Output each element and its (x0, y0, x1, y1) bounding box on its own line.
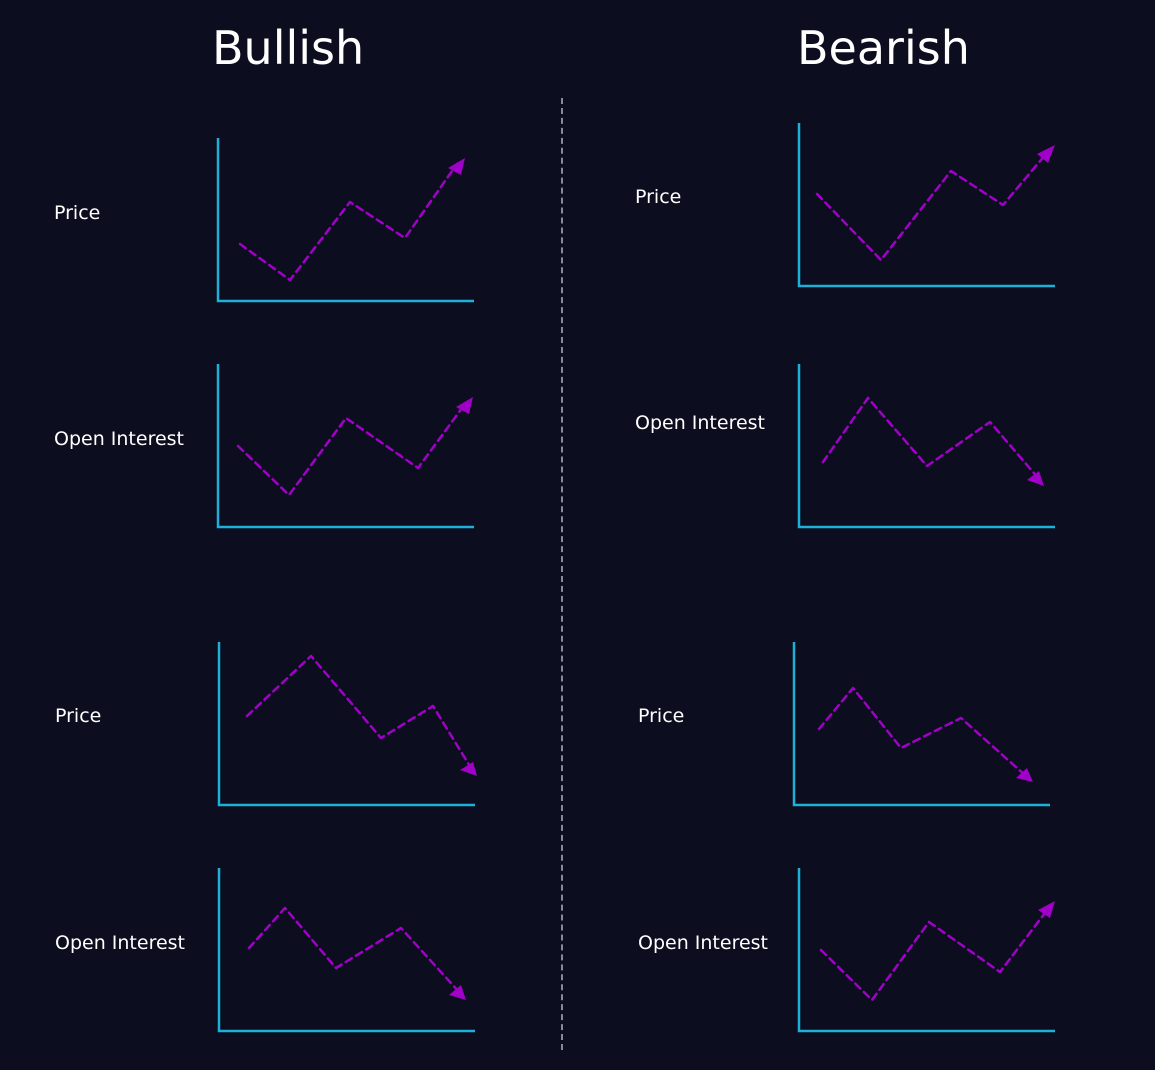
bullish-price-up-label: Price (54, 202, 101, 224)
trend-line (236, 402, 467, 497)
chart-axes (797, 868, 1055, 1033)
bearish-price-down-chart (792, 642, 1050, 807)
bullish-oi-up-label: Open Interest (54, 428, 185, 450)
trend-line (815, 152, 1048, 262)
arrow-head-icon (1016, 768, 1033, 782)
bearish-price-up-label: Price (635, 186, 682, 208)
trend-line (247, 906, 462, 995)
trend-line (819, 907, 1050, 1002)
chart-axes (797, 123, 1055, 288)
arrow-head-icon (1027, 471, 1044, 486)
chart-axes (216, 364, 474, 529)
trend-line (238, 162, 459, 282)
arrow-head-icon (448, 158, 465, 175)
chart-axes (217, 642, 475, 807)
trend-line (817, 686, 1028, 778)
bearish-price-down-label: Price (638, 705, 685, 727)
arrow-head-icon (1038, 901, 1055, 918)
arrow-head-icon (456, 397, 473, 414)
chart-axes (216, 138, 474, 303)
bullish-oi-up-chart (216, 364, 474, 529)
chart-axes (217, 868, 475, 1033)
bearish-oi-up-chart (797, 868, 1055, 1033)
arrow-head-icon (1037, 145, 1055, 163)
trend-line (821, 396, 1041, 481)
trend-line (245, 654, 473, 770)
arrow-head-icon (460, 762, 477, 776)
bearish-price-up-chart (797, 123, 1055, 288)
chart-axes (797, 364, 1055, 529)
arrow-head-icon (449, 985, 466, 1000)
bearish-oi-down-chart (797, 364, 1055, 529)
bullish-oi-down-chart (217, 868, 475, 1033)
bullish-price-down-label: Price (55, 705, 102, 727)
bullish-price-up-chart (216, 138, 474, 303)
chart-axes (792, 642, 1050, 807)
bullish-price-down-chart (217, 642, 477, 807)
bearish-oi-up-label: Open Interest (638, 932, 769, 954)
bearish-oi-down-label: Open Interest (635, 412, 766, 434)
bullish-heading: Bullish (212, 21, 365, 75)
bullish-oi-down-label: Open Interest (55, 932, 186, 954)
bearish-heading: Bearish (797, 21, 970, 75)
column-divider (561, 98, 563, 1050)
